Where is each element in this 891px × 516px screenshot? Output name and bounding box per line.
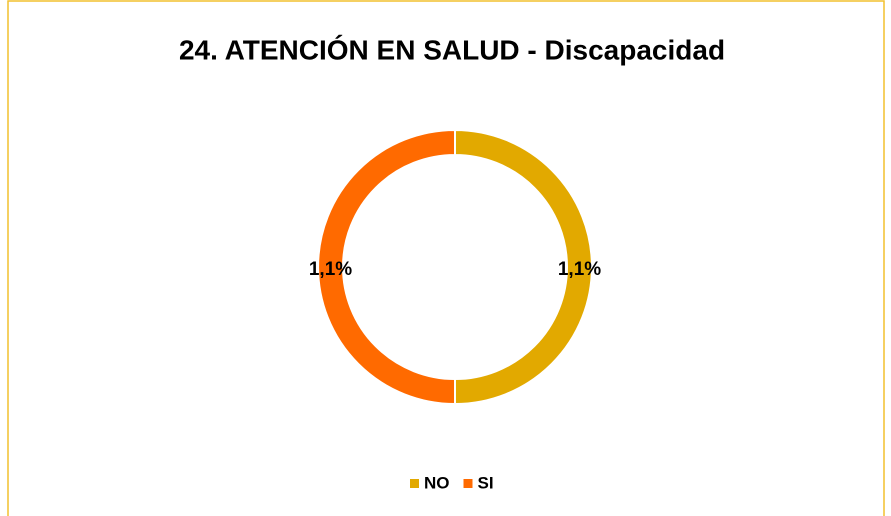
legend-swatch <box>410 479 419 488</box>
donut-segment <box>454 128 593 406</box>
data-label: 1,1% <box>309 259 352 280</box>
legend-label: NO <box>424 473 450 492</box>
legend-label: SI <box>478 473 494 492</box>
chart-border <box>7 0 885 516</box>
data-label: 1,1% <box>558 259 601 280</box>
chart-title: 24. ATENCIÓN EN SALUD - Discapacidad <box>179 34 725 65</box>
donut-segment <box>317 128 456 406</box>
legend-swatch <box>463 479 473 488</box>
